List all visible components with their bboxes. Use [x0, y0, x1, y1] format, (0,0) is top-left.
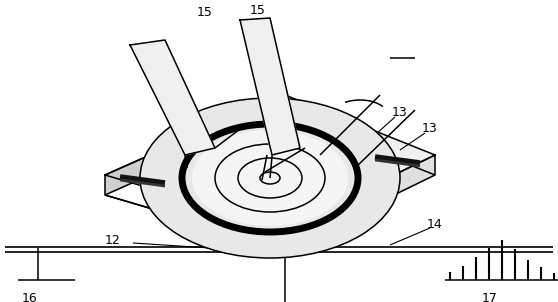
Polygon shape [105, 95, 435, 228]
Text: 14: 14 [427, 219, 443, 232]
Text: 15: 15 [250, 4, 266, 17]
Ellipse shape [192, 130, 348, 226]
Text: 15: 15 [197, 5, 213, 18]
Polygon shape [130, 40, 215, 155]
Ellipse shape [140, 98, 400, 258]
Text: 12: 12 [105, 234, 121, 248]
Text: 16: 16 [22, 291, 38, 302]
Polygon shape [240, 18, 300, 155]
Text: 13: 13 [422, 121, 438, 134]
Polygon shape [105, 95, 285, 195]
Polygon shape [285, 155, 435, 248]
Text: 17: 17 [482, 291, 498, 302]
Text: 9: 9 [189, 137, 197, 149]
Text: 13: 13 [392, 105, 408, 118]
